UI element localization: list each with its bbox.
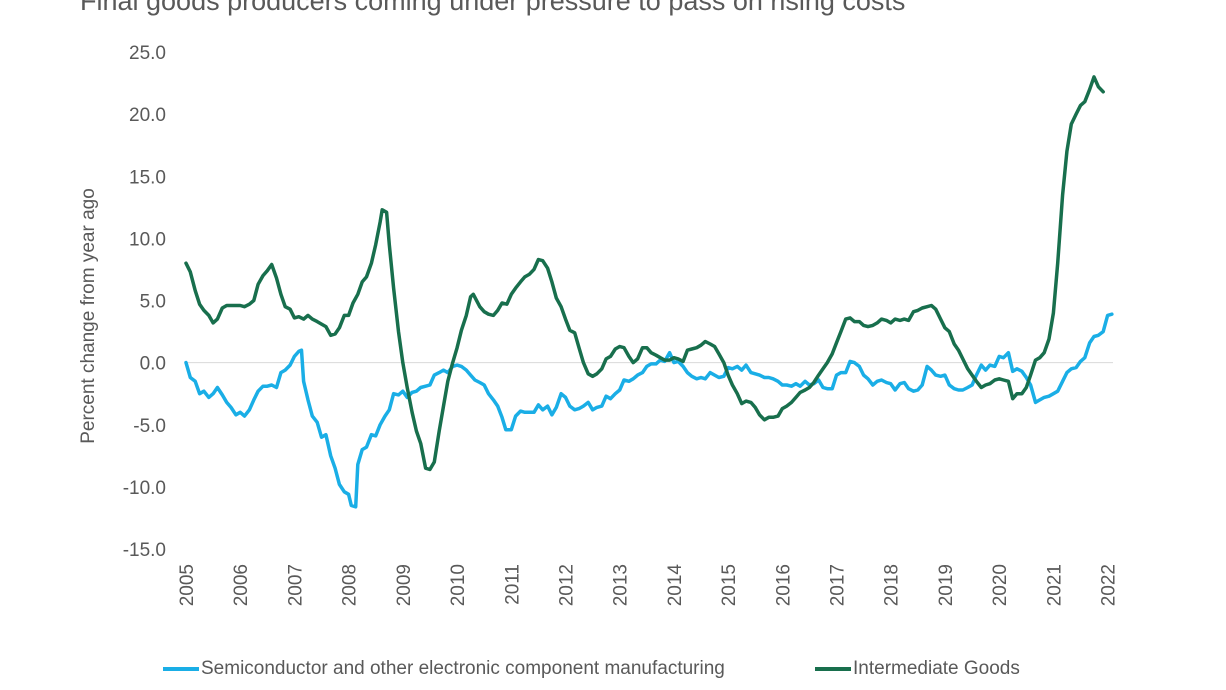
y-tick-label: 15.0 — [129, 167, 166, 188]
y-tick-label: 20.0 — [129, 105, 166, 126]
series-line-intermediate-goods — [184, 75, 1105, 472]
x-tick-label: 2005 — [177, 564, 198, 606]
x-tick-label: 2008 — [340, 564, 361, 606]
y-tick-label: 0.0 — [140, 354, 166, 375]
x-tick-label: 2011 — [502, 564, 523, 605]
y-tick-label: 25.0 — [129, 43, 166, 64]
x-tick-label: 2018 — [882, 564, 903, 606]
x-tick-label: 2017 — [828, 564, 849, 606]
y-axis-title: Percent change from year ago — [78, 188, 99, 444]
x-tick-label: 2015 — [719, 564, 740, 606]
y-tick-label: -15.0 — [123, 540, 166, 561]
legend-item-intermediate-goods: Intermediate Goods — [815, 658, 1020, 680]
x-tick-label: 2010 — [448, 564, 469, 606]
legend-swatch-semiconductor — [163, 667, 199, 671]
legend-label-semiconductor: Semiconductor and other electronic compo… — [201, 658, 725, 679]
x-axis-ticks: 2005 2006 2007 2008 2009 2010 2011 2012 2013 2014… — [177, 564, 1120, 607]
x-tick-label: 2013 — [611, 564, 632, 606]
y-tick-label: 5.0 — [140, 292, 166, 313]
y-tick-label: -10.0 — [123, 478, 166, 499]
x-tick-label: 2022 — [1099, 564, 1120, 606]
x-tick-label: 2014 — [665, 564, 686, 607]
series-layer — [184, 75, 1114, 509]
x-tick-label: 2007 — [285, 564, 306, 606]
x-tick-label: 2012 — [556, 564, 577, 606]
y-tick-label: -5.0 — [133, 416, 166, 437]
x-tick-label: 2020 — [990, 564, 1011, 606]
series-line-semiconductor — [184, 312, 1114, 509]
y-tick-label: 10.0 — [129, 229, 166, 250]
y-axis-ticks: 25.0 20.0 15.0 10.0 5.0 0.0 -5.0 -10.0 -15.0 — [123, 43, 166, 561]
x-tick-label: 2021 — [1044, 564, 1065, 606]
chart-title: Final goods producers coming under press… — [80, 0, 906, 16]
legend-label-intermediate-goods: Intermediate Goods — [853, 658, 1020, 679]
x-tick-label: 2006 — [231, 564, 252, 606]
legend-swatch-intermediate-goods — [815, 667, 851, 671]
x-tick-label: 2009 — [394, 564, 415, 606]
x-tick-label: 2019 — [936, 564, 957, 606]
legend: Semiconductor and other electronic compo… — [0, 658, 1226, 686]
x-tick-label: 2016 — [773, 564, 794, 606]
legend-item-semiconductor: Semiconductor and other electronic compo… — [163, 658, 725, 680]
line-chart: 25.0 20.0 15.0 10.0 5.0 0.0 -5.0 -10.0 -15.0 200… — [78, 43, 1120, 607]
